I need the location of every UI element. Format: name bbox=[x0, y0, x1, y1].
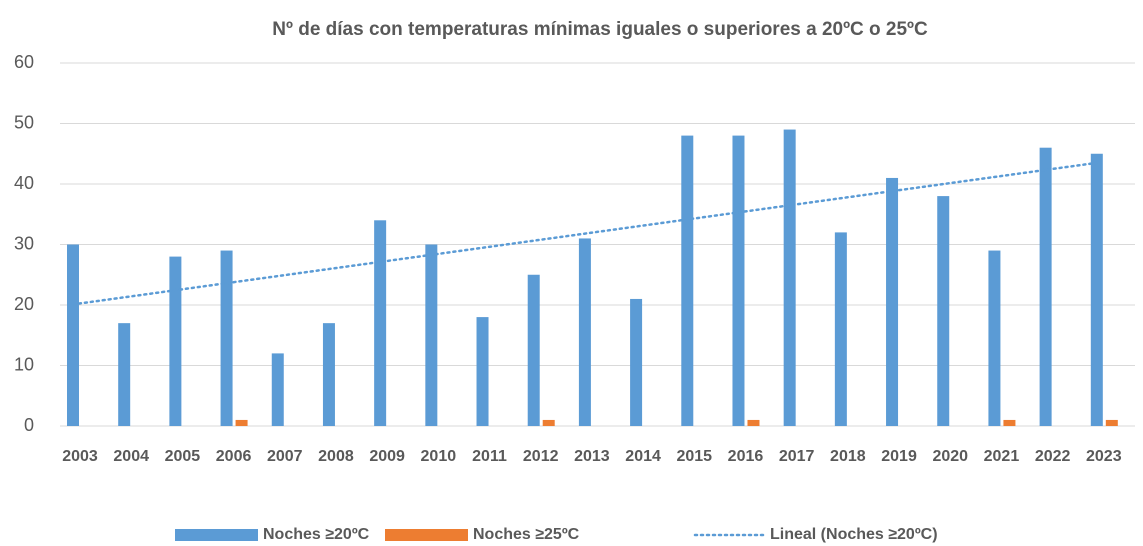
bar bbox=[271, 353, 284, 426]
bar bbox=[747, 419, 760, 426]
x-tick-label: 2016 bbox=[728, 448, 764, 465]
bar bbox=[118, 323, 131, 426]
bar bbox=[322, 323, 335, 426]
y-tick-label: 10 bbox=[14, 354, 34, 374]
bar bbox=[681, 135, 694, 426]
bar bbox=[1105, 419, 1118, 426]
x-tick-label: 2005 bbox=[165, 448, 201, 465]
x-tick-label: 2010 bbox=[421, 448, 457, 465]
bar bbox=[476, 317, 489, 426]
y-tick-label: 20 bbox=[14, 294, 34, 314]
bar bbox=[834, 232, 847, 426]
bar bbox=[67, 244, 79, 426]
bar bbox=[783, 129, 796, 427]
bar bbox=[374, 220, 387, 426]
x-tick-label: 2018 bbox=[830, 448, 866, 465]
legend-label: Noches ≥25ºC bbox=[473, 526, 580, 543]
bar bbox=[1039, 147, 1052, 426]
x-tick-label: 2012 bbox=[523, 448, 559, 465]
x-tick-label: 2015 bbox=[676, 448, 712, 465]
bar bbox=[425, 244, 438, 426]
bar bbox=[169, 256, 182, 426]
bar bbox=[527, 274, 540, 426]
x-tick-label: 2006 bbox=[216, 448, 252, 465]
bar bbox=[220, 250, 233, 426]
bar bbox=[1003, 419, 1016, 426]
bar bbox=[235, 419, 248, 426]
x-tick-label: 2003 bbox=[62, 448, 98, 465]
x-tick-label: 2014 bbox=[625, 448, 661, 465]
bar bbox=[578, 238, 591, 426]
bar bbox=[1090, 153, 1103, 426]
bar bbox=[937, 196, 950, 426]
bar bbox=[988, 250, 1001, 426]
y-tick-label: 40 bbox=[14, 173, 34, 193]
y-tick-label: 0 bbox=[24, 415, 34, 435]
legend-swatch bbox=[385, 529, 468, 541]
legend-label: Noches ≥20ºC bbox=[263, 526, 370, 543]
legend-swatch bbox=[175, 529, 258, 541]
trendline bbox=[71, 161, 1099, 306]
y-tick-label: 30 bbox=[14, 233, 34, 253]
x-tick-label: 2008 bbox=[318, 448, 354, 465]
x-tick-label: 2004 bbox=[113, 448, 149, 465]
y-tick-label: 60 bbox=[14, 52, 34, 72]
x-tick-label: 2009 bbox=[369, 448, 405, 465]
x-tick-label: 2021 bbox=[984, 448, 1020, 465]
x-tick-label: 2017 bbox=[779, 448, 815, 465]
x-tick-label: 2023 bbox=[1086, 448, 1122, 465]
chart-title: Nº de días con temperaturas mínimas igua… bbox=[272, 19, 928, 40]
legend-label: Lineal (Noches ≥20ºC) bbox=[770, 526, 938, 543]
bar bbox=[886, 177, 899, 426]
x-tick-label: 2019 bbox=[881, 448, 917, 465]
bar bbox=[732, 135, 745, 426]
x-tick-label: 2011 bbox=[472, 448, 507, 465]
x-tick-label: 2022 bbox=[1035, 448, 1071, 465]
y-tick-label: 50 bbox=[14, 112, 34, 132]
bar bbox=[630, 298, 643, 426]
x-tick-label: 2007 bbox=[267, 448, 303, 465]
x-tick-label: 2013 bbox=[574, 448, 610, 465]
x-tick-label: 2020 bbox=[932, 448, 968, 465]
bar bbox=[542, 419, 555, 426]
